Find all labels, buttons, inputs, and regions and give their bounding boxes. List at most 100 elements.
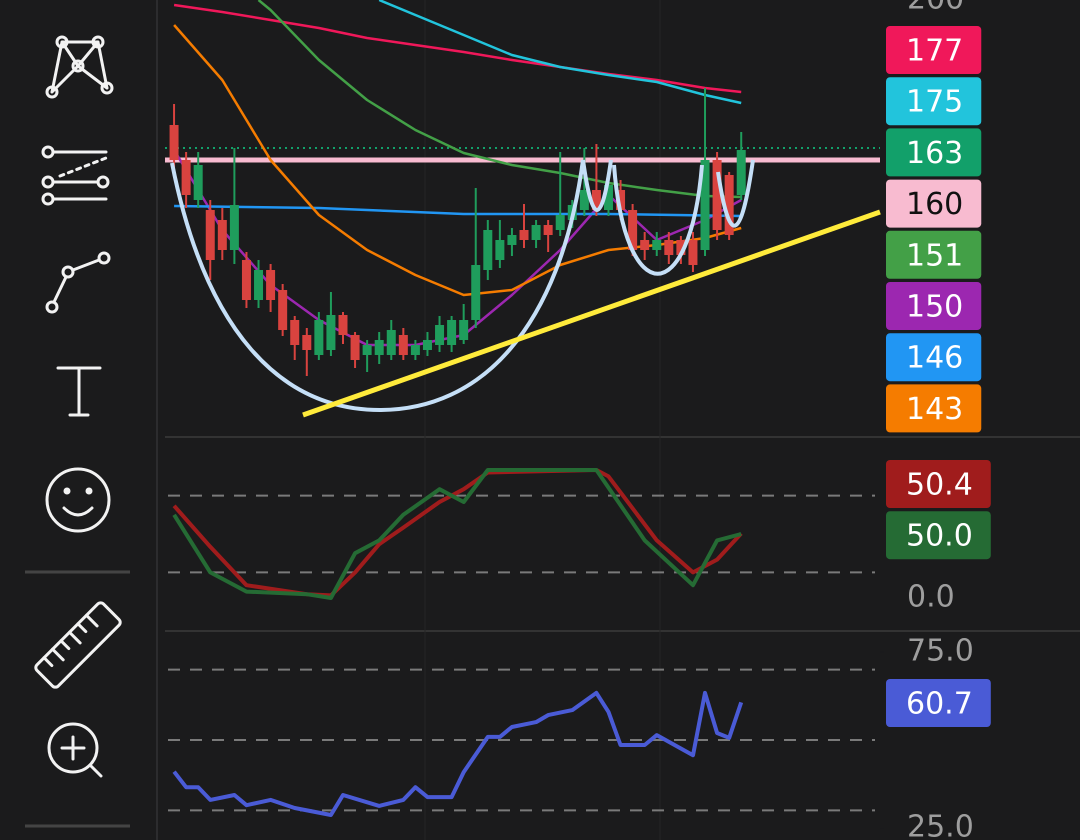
candle-body (386, 330, 396, 355)
y-tick-label: 0.0 (907, 579, 955, 614)
value-badge: 146 (886, 333, 982, 382)
fib-tool[interactable] (41, 145, 110, 206)
badge-bg (886, 460, 991, 508)
value-badge: 50.0 (886, 511, 991, 560)
trend-line (302, 209, 881, 418)
candle-body (278, 290, 288, 330)
text-tool[interactable] (56, 366, 102, 417)
plot-area: 200 177 175 163 160 151 150 146 143 0.0 50.4 50.0 75… (165, 0, 991, 840)
candle-body (410, 345, 420, 355)
candle-body (374, 340, 384, 355)
cup-drawing (581, 159, 613, 212)
candle-body (555, 215, 565, 230)
candle-body (435, 325, 445, 345)
candle-body (447, 320, 457, 345)
candle-body (724, 175, 734, 235)
toolbar (25, 35, 130, 828)
candle-body (519, 230, 529, 240)
badge-label: 175 (906, 85, 963, 120)
candle-body (302, 335, 312, 350)
candle-body (507, 235, 517, 245)
candle-body (362, 345, 372, 355)
value-badge: 50.4 (886, 460, 991, 508)
value-badge: 151 (886, 230, 982, 279)
value-badge: 143 (886, 384, 982, 433)
badge-label: 160 (906, 187, 963, 222)
candle-body (676, 240, 686, 255)
candle-body (531, 225, 541, 240)
badge-bg (886, 384, 982, 433)
candle-body (591, 190, 601, 210)
candle-body (290, 320, 300, 345)
badge-label: 163 (906, 136, 963, 171)
indicator-line (172, 690, 744, 817)
badge-label: 150 (906, 290, 963, 325)
candle-body (495, 240, 505, 260)
candle-body (229, 205, 239, 250)
candle-body (640, 240, 650, 250)
candle-body (241, 260, 251, 300)
badge-bg (886, 128, 982, 177)
value-badge: 60.7 (886, 679, 991, 727)
candle-body (422, 340, 432, 350)
value-badge: 160 (886, 179, 982, 228)
badge-bg (886, 333, 982, 382)
moving-average (173, 3, 742, 94)
ruler-tool[interactable] (34, 601, 122, 689)
y-tick-label: 25.0 (907, 810, 974, 840)
candle-body (628, 210, 638, 250)
zoom-tool[interactable] (47, 722, 103, 778)
badge-label: 60.7 (906, 687, 973, 722)
value-badge: 163 (886, 128, 982, 177)
candle-body (579, 190, 589, 210)
badge-label: 50.4 (906, 468, 973, 503)
badge-bg (886, 679, 991, 727)
moving-average (257, 0, 742, 199)
candle-body (603, 185, 613, 210)
candle-body (543, 225, 553, 235)
candle-body (483, 230, 493, 270)
candle-body (314, 320, 324, 355)
value-badge: 150 (886, 282, 982, 330)
cup-drawing (716, 159, 755, 228)
badge-bg (886, 511, 991, 560)
pattern-tool[interactable] (45, 35, 114, 99)
candle-body (459, 320, 469, 340)
candle-body (700, 160, 710, 250)
badge-label: 146 (906, 341, 963, 376)
badge-bg (886, 230, 982, 279)
cup-drawing (612, 164, 704, 276)
drawings (170, 159, 881, 418)
candle-body (326, 315, 336, 350)
candle-body (616, 190, 626, 210)
candle-body (688, 240, 698, 265)
candle-body (664, 240, 674, 255)
candle-body (471, 265, 481, 320)
badge-label: 143 (906, 392, 963, 427)
y-tick-label: 200 (907, 0, 964, 17)
cup-drawing (170, 159, 585, 413)
candle-body (169, 125, 179, 160)
candle-body (266, 270, 276, 300)
candle-body (398, 335, 408, 355)
emoji-tool[interactable] (45, 467, 111, 533)
badge-bg (886, 26, 982, 74)
candle-body (712, 160, 722, 230)
candle-body (652, 240, 662, 250)
moving-average (174, 204, 742, 218)
indicator-line (172, 468, 742, 600)
value-badge: 175 (886, 77, 982, 126)
candle-body (254, 270, 264, 300)
candle-body (181, 160, 191, 195)
badge-bg (886, 282, 982, 330)
badge-label: 151 (906, 238, 963, 273)
badge-bg (886, 77, 982, 126)
value-badge: 177 (886, 26, 982, 74)
candle-body (193, 165, 203, 200)
indicator-line (172, 468, 743, 598)
candle-body (338, 315, 348, 335)
path-tool[interactable] (45, 251, 111, 314)
candle-body (736, 150, 746, 195)
badge-label: 177 (906, 34, 963, 69)
